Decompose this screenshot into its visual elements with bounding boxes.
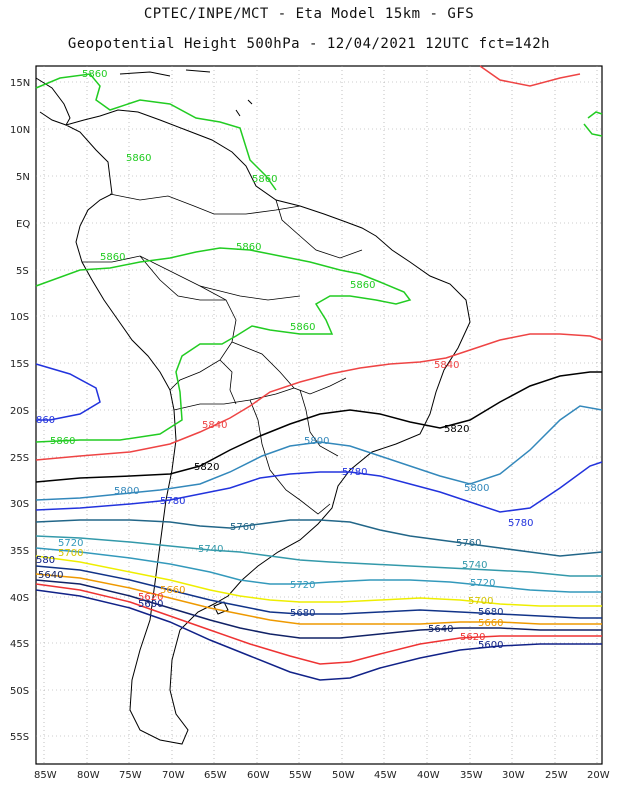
contour-label: 5660: [478, 618, 503, 629]
lat-label: 55S: [10, 732, 29, 743]
lon-label: 75W: [119, 770, 142, 781]
caribbean-islands: [119, 69, 253, 117]
country-borders: [82, 193, 363, 515]
contour-label: 5780: [508, 518, 533, 529]
contour-5840: [35, 65, 603, 461]
lon-label: 45W: [374, 770, 397, 781]
lon-label: 50W: [332, 770, 355, 781]
lon-label: 20W: [587, 770, 610, 781]
contour-label: 860: [36, 415, 55, 426]
contour-label: 5860: [100, 252, 125, 263]
lat-label: 30S: [10, 499, 29, 510]
contour-label: 5720: [58, 538, 83, 549]
contour-label: 5640: [38, 570, 63, 581]
south-america-coastline: [64, 109, 471, 745]
lat-label: 40S: [10, 593, 29, 604]
longitude-labels: 85W 80W 75W 70W 65W 60W 55W 50W 45W 40W …: [34, 770, 610, 781]
lat-label: 45S: [10, 639, 29, 650]
contour-5640: [35, 579, 602, 639]
map-title-line1: CPTEC/INPE/MCT - Eta Model 15km - GFS: [143, 6, 475, 22]
contour-labels: 5860 5860 5860 5860 5860 5860 5860 5860 …: [36, 69, 533, 651]
lon-label: 30W: [502, 770, 525, 781]
contour-label: 5680: [478, 607, 503, 618]
lat-label: EQ: [16, 219, 30, 230]
contour-label: 5680: [290, 608, 315, 619]
contour-5700: [35, 555, 602, 607]
contour-label: 5740: [198, 544, 223, 555]
lat-label: 15S: [10, 359, 29, 370]
contour-label: 580: [36, 555, 55, 566]
contour-label: 5860: [350, 280, 375, 291]
lat-label: 5N: [16, 172, 30, 183]
contour-label: 5800: [464, 483, 489, 494]
contours: [35, 65, 603, 681]
map-title-line2: Geopotential Height 500hPa - 12/04/2021 …: [67, 36, 551, 52]
contour-label: 5700: [468, 596, 493, 607]
contour-label: 5860: [290, 322, 315, 333]
lon-label: 80W: [77, 770, 100, 781]
contour-label: 5760: [230, 522, 255, 533]
contour-label: 5860: [252, 174, 277, 185]
lat-label: 10S: [10, 312, 29, 323]
contour-label: 5780: [160, 496, 185, 507]
contour-label: 5780: [342, 467, 367, 478]
contour-label: 5660: [160, 585, 185, 596]
contour-5680: [35, 565, 602, 619]
lat-label: 50S: [10, 686, 29, 697]
contour-label: 5620: [138, 592, 163, 603]
contour-5860-east: [583, 111, 603, 137]
contour-label: 5760: [456, 538, 481, 549]
contour-5660: [35, 573, 602, 625]
lat-label: 25S: [10, 453, 29, 464]
contour-label: 5860: [126, 153, 151, 164]
lat-label: 20S: [10, 406, 29, 417]
contour-label: 5720: [290, 580, 315, 591]
contour-label: 5860: [82, 69, 107, 80]
contour-label: 5600: [478, 640, 503, 651]
contour-label: 5600: [138, 599, 163, 610]
contour-5860-north: [35, 73, 412, 443]
lon-label: 70W: [162, 770, 185, 781]
lon-label: 65W: [204, 770, 227, 781]
contour-label: 5620: [460, 632, 485, 643]
contour-5740: [35, 535, 602, 577]
contour-label: 5720: [470, 578, 495, 589]
contour-5760: [35, 519, 603, 557]
lon-label: 25W: [545, 770, 568, 781]
contour-label: 5800: [114, 486, 139, 497]
contour-label: 5820: [194, 462, 219, 473]
contour-5800: [35, 405, 603, 501]
contour-label: 5820: [444, 424, 469, 435]
lon-label: 55W: [289, 770, 312, 781]
lon-label: 40W: [417, 770, 440, 781]
contour-label: 5740: [462, 560, 487, 571]
contour-5820: [35, 371, 602, 483]
contour-label: 5860: [236, 242, 261, 253]
contour-label: 5840: [434, 360, 459, 371]
lon-label: 85W: [34, 770, 57, 781]
lat-label: 15N: [10, 78, 30, 89]
falkland-islands: [213, 601, 229, 615]
lat-label: 5S: [16, 266, 29, 277]
latitude-labels: 15N 10N 5N EQ 5S 10S 15S 20S 25S 30S 35S…: [10, 78, 30, 743]
contour-5620: [35, 583, 602, 665]
contour-5720: [35, 547, 602, 593]
contour-label: 5840: [202, 420, 227, 431]
lat-label: 35S: [10, 546, 29, 557]
contour-5780: [35, 363, 603, 513]
contour-label: 5640: [428, 624, 453, 635]
lon-label: 60W: [247, 770, 270, 781]
contour-label: 5860: [50, 436, 75, 447]
central-america-coastline: [35, 77, 71, 126]
contour-label: 5700: [58, 548, 83, 559]
lon-label: 35W: [460, 770, 483, 781]
contour-label: 5800: [304, 436, 329, 447]
lat-label: 10N: [10, 125, 30, 136]
contour-5600: [35, 589, 602, 681]
